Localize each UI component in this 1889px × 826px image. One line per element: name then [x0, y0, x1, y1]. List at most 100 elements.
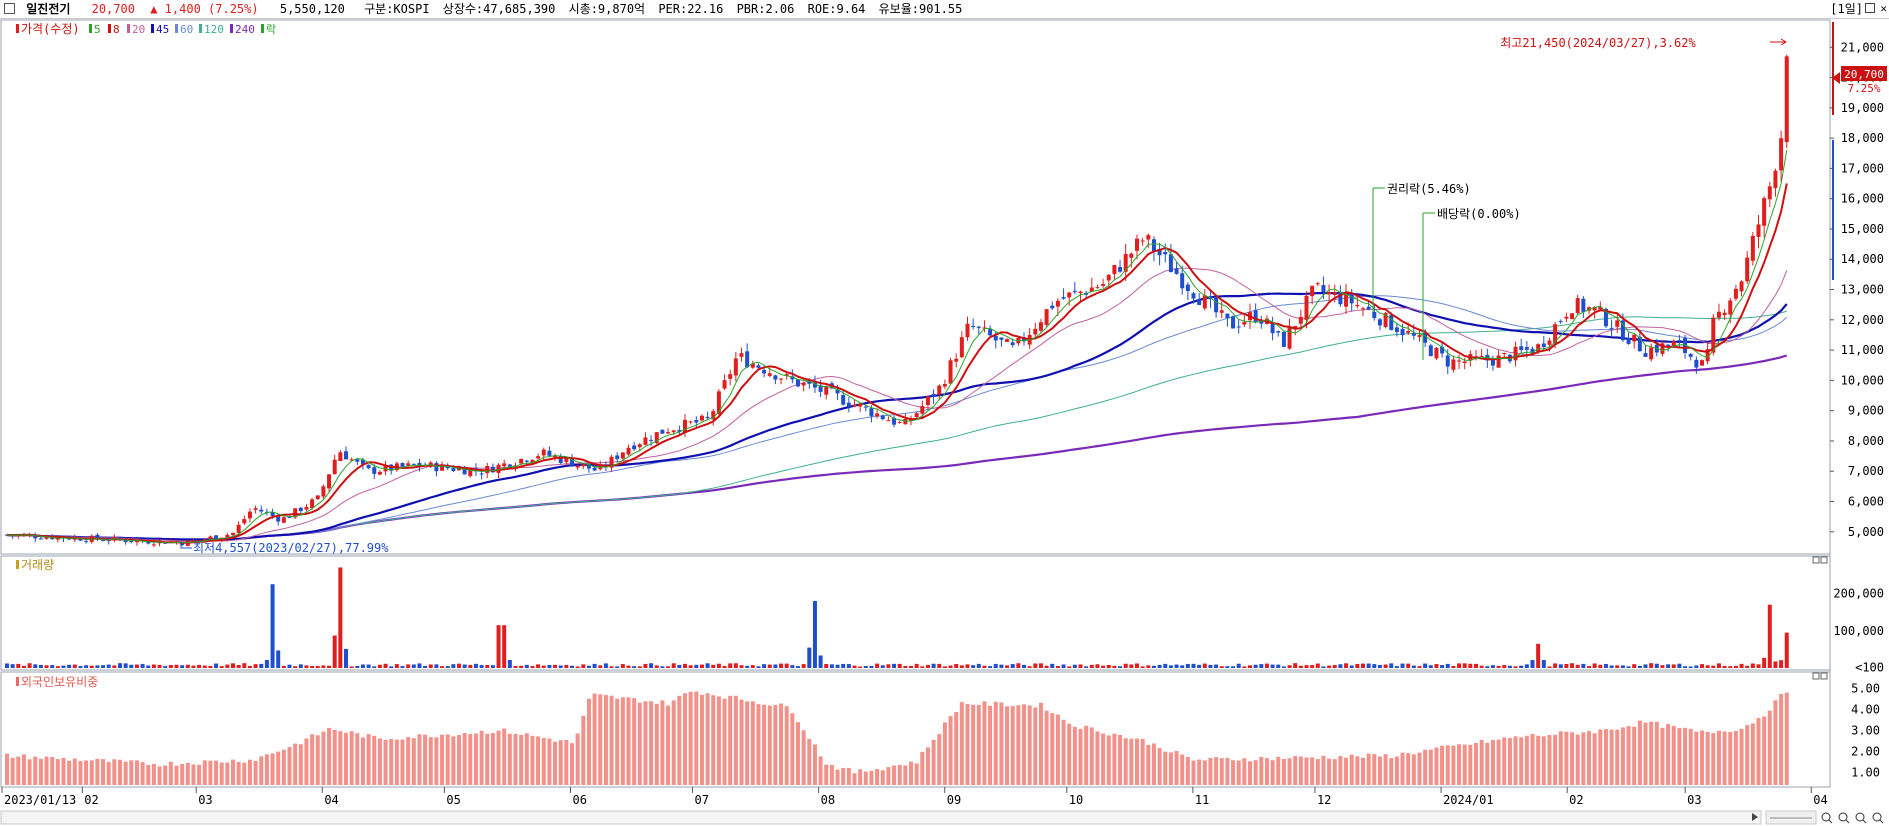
foreign-bar: [16, 756, 21, 785]
foreign-bar: [304, 738, 309, 785]
candle-body: [519, 458, 524, 464]
foreign-bar: [38, 758, 43, 785]
stock-name[interactable]: 일진전기: [26, 2, 71, 16]
volume-bar: [1027, 666, 1032, 668]
foreign-bar: [383, 739, 388, 785]
x-tick-label: 12: [1317, 793, 1331, 807]
candle-body: [293, 508, 298, 518]
legend-rak: 락: [266, 23, 276, 36]
volume-bar: [1253, 664, 1258, 668]
volume-bar: [485, 664, 490, 668]
foreign-bar: [524, 733, 529, 785]
volume-bar: [1750, 663, 1755, 668]
x-tick-label: 04: [1813, 793, 1827, 807]
foreign-bar: [925, 747, 930, 785]
candle-body: [1050, 305, 1055, 309]
foreign-bar: [1626, 726, 1631, 785]
candle-body: [722, 380, 727, 389]
foreign-bar: [33, 756, 38, 785]
foreign-bar: [174, 765, 179, 785]
volume-bar: [389, 666, 394, 668]
foreign-bar: [112, 759, 117, 785]
x-tick-label: 03: [1687, 793, 1701, 807]
foreign-bar: [1389, 757, 1394, 785]
candle-body: [1445, 355, 1450, 367]
volume-bar: [688, 665, 693, 668]
candle-body: [1502, 352, 1507, 354]
candle-body: [1151, 239, 1156, 252]
volume-bar: [1270, 664, 1275, 668]
volume-bar: [858, 666, 863, 668]
price-panel-buttons[interactable]: [1812, 556, 1828, 564]
foreign-bar: [1598, 729, 1603, 785]
zoom-controls[interactable]: [1765, 810, 1884, 825]
volume-bar: [694, 664, 699, 668]
y-axis-ticks: 21,00020,00019,00018,00017,00016,00015,0…: [1830, 40, 1884, 779]
candle-body: [694, 420, 699, 423]
foreign-bar: [180, 763, 185, 785]
volume-bar: [609, 666, 614, 668]
foreign-bar: [247, 759, 252, 785]
candle-body: [1327, 291, 1332, 295]
foreign-bar: [1287, 758, 1292, 785]
foreign-bar: [1694, 731, 1699, 785]
volume-bar: [457, 663, 461, 668]
foreign-bar: [1609, 729, 1614, 785]
volume-bar: [95, 665, 100, 668]
volume-bar: [479, 665, 484, 668]
volume-panel-buttons[interactable]: [1812, 672, 1828, 680]
candle-body: [1293, 325, 1298, 330]
candle-body: [106, 540, 111, 542]
candle-body: [1643, 353, 1648, 357]
candle-body: [191, 540, 196, 542]
foreign-bar: [293, 743, 298, 785]
window-restore-button[interactable]: [1865, 3, 1875, 13]
volume-bar: [180, 665, 185, 668]
volume-bar: [1248, 665, 1252, 668]
legend-ma60: 60: [180, 23, 193, 36]
foreign-bar: [1485, 742, 1490, 785]
foreign-bar: [298, 744, 303, 785]
volume-bar: [1349, 665, 1354, 668]
volume-bar: [428, 664, 433, 668]
dividend-label: 배당락(0.00%): [1437, 207, 1521, 221]
volume-bar: [1462, 663, 1467, 668]
foreign-bar: [976, 704, 981, 785]
foreign-bar: [1536, 735, 1541, 785]
volume-bar: [1660, 665, 1665, 668]
foreign-bar: [27, 759, 32, 785]
volume-bar: [852, 665, 857, 668]
volume-bar: [1784, 632, 1789, 668]
foreign-bar: [219, 762, 224, 785]
volume-bar: [993, 663, 998, 668]
volume-bar: [598, 665, 603, 668]
foreign-bar: [1151, 743, 1156, 785]
candle-body: [553, 456, 558, 458]
volume-bar: [473, 663, 478, 668]
volume-bar: [1321, 666, 1326, 668]
foreign-bar: [61, 757, 66, 785]
window-checkbox[interactable]: [4, 3, 15, 14]
foreign-bar: [807, 738, 812, 785]
volume-bar: [796, 666, 800, 668]
window-close-button[interactable]: ✕: [1880, 2, 1887, 15]
foreign-bar: [993, 701, 998, 785]
volume-bar: [1355, 663, 1360, 668]
candle-body: [1219, 310, 1224, 313]
foreign-bar: [1061, 719, 1066, 785]
candle-body: [1620, 320, 1625, 341]
foreign-bar: [157, 766, 162, 785]
volume-bar: [1146, 665, 1151, 668]
foreign-bar: [185, 762, 190, 785]
bottom-scrollbar[interactable]: [0, 810, 1762, 825]
volume-bar: [541, 665, 546, 668]
foreign-bar: [570, 743, 574, 785]
x-tick-label: 07: [695, 793, 709, 807]
candle-body: [1135, 238, 1139, 251]
foreign-bar: [863, 771, 868, 785]
period-selector[interactable]: [1일]: [1830, 2, 1863, 16]
volume-bar: [1575, 664, 1580, 668]
foreign-bar: [1756, 718, 1761, 785]
foreign-bar: [1123, 738, 1128, 785]
foreign-bar: [835, 769, 840, 785]
